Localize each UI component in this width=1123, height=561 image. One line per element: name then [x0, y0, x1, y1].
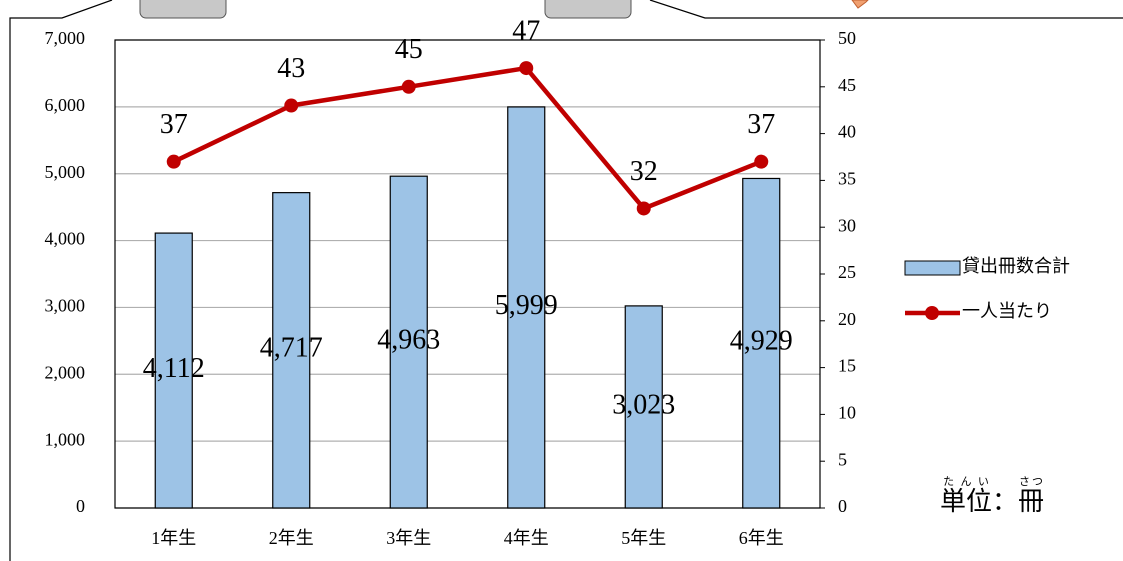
plot-border [115, 40, 820, 508]
y2-tick-label: 20 [838, 309, 856, 329]
legend-swatch [905, 261, 960, 275]
y-tick-label: 6,000 [45, 95, 86, 115]
data-label: 4,963 [377, 325, 440, 356]
y2-tick-label: 50 [838, 28, 856, 48]
line [174, 68, 762, 208]
x-tick-label: 5年生 [621, 528, 666, 548]
y-tick-label: 4,000 [45, 229, 86, 249]
line-marker [402, 80, 416, 94]
frame-right [650, 0, 1123, 18]
data-label: 4,717 [260, 333, 323, 364]
x-tick-label: 6年生 [739, 528, 784, 548]
y2-tick-label: 0 [838, 496, 847, 516]
y-tick-label: 5,000 [45, 162, 86, 182]
page: 0 1,000 2,000 3,000 4,000 5,000 6,000 7,000 0 5 10… [0, 0, 1123, 561]
y-tick-label: 2,000 [45, 362, 86, 382]
data-label: 37 [747, 109, 775, 140]
icon-decoration [852, 0, 868, 8]
y2-tick-label: 45 [838, 75, 856, 95]
legend-label: 一人当たり [962, 301, 1052, 321]
plot: 4,112 4,717 4,963 5,999 3,023 4,929 37 43 45 47 32… [143, 16, 793, 508]
data-label: 4,112 [143, 353, 205, 384]
data-label: 45 [395, 34, 423, 65]
line-marker [519, 61, 533, 75]
y2-tick-label: 15 [838, 356, 856, 376]
y2-tick-label: 30 [838, 215, 856, 235]
unit-base: 単位 [940, 487, 992, 516]
data-label: 47 [512, 16, 540, 47]
scroll-decoration [140, 0, 226, 18]
y2-tick-label: 25 [838, 262, 856, 282]
data-label: 43 [277, 53, 305, 84]
frame-left [10, 0, 112, 561]
line-marker [167, 155, 181, 169]
y-tick-label: 7,000 [45, 28, 86, 48]
y2-tick-label: 10 [838, 403, 856, 423]
unit-ruby: さつ [1018, 476, 1044, 488]
unit-base: 冊 [1018, 487, 1044, 516]
legend-swatch [925, 306, 939, 320]
x-tick-label: 4年生 [504, 528, 549, 548]
scroll-decoration [545, 0, 631, 18]
data-label: 4,929 [730, 326, 793, 357]
x-tick-label: 3年生 [386, 528, 431, 548]
data-label: 3,023 [612, 389, 675, 420]
line-marker [284, 99, 298, 113]
x-tick-label: 1年生 [151, 528, 196, 548]
y2-tick-label: 40 [838, 122, 856, 142]
line-marker [754, 155, 768, 169]
data-label: 5,999 [495, 290, 558, 321]
unit-note: 単位たんい：冊さつ [940, 476, 1044, 518]
unit-separator: ： [992, 487, 1018, 516]
y2-tick-label: 5 [838, 449, 847, 469]
unit-ruby: たんい [940, 476, 992, 488]
y2-tick-label: 35 [838, 169, 856, 189]
data-label: 32 [630, 156, 658, 187]
data-label: 37 [160, 109, 188, 140]
y-tick-label: 1,000 [45, 429, 86, 449]
y-tick-label: 0 [76, 496, 85, 516]
legend-label: 貸出冊数合計 [962, 256, 1070, 276]
x-tick-label: 2年生 [269, 528, 314, 548]
y-tick-label: 3,000 [45, 296, 86, 316]
line-marker [637, 201, 651, 215]
